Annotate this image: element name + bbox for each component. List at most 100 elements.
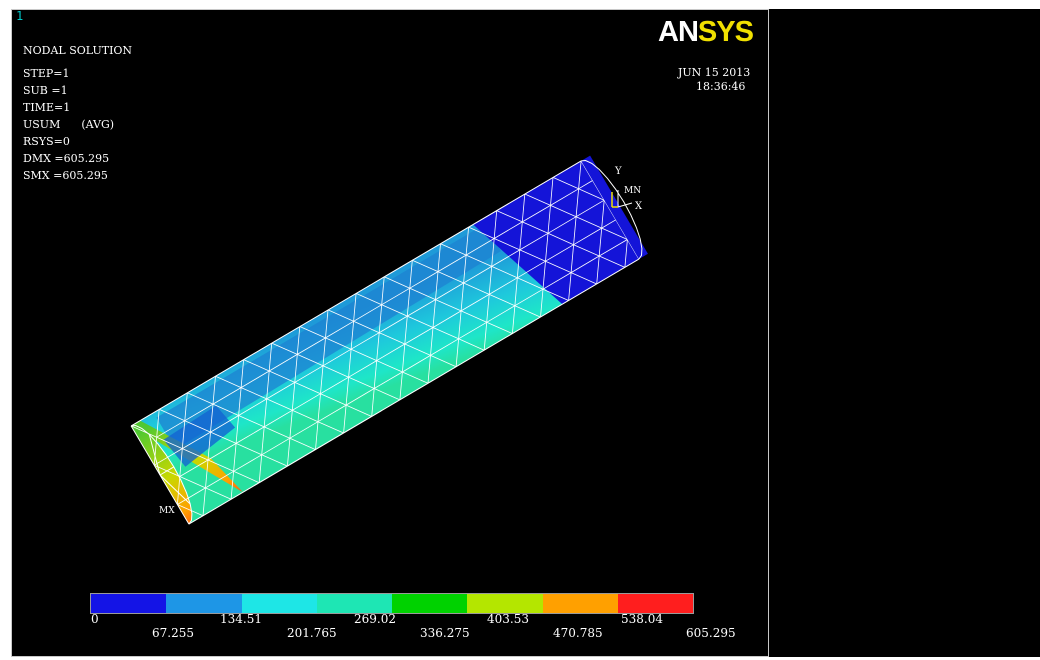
- mesh-edge: [540, 289, 544, 318]
- mesh-edge: [381, 287, 411, 306]
- mesh-edge: [350, 321, 354, 350]
- mesh-edge: [156, 409, 160, 438]
- mesh-edge: [460, 310, 487, 323]
- cylinder-body: [131, 155, 648, 525]
- mesh-edge: [205, 470, 234, 489]
- mesh-edge: [261, 454, 288, 467]
- mesh-edge: [179, 459, 209, 477]
- mesh-edge: [317, 421, 344, 434]
- mesh-edge: [517, 260, 546, 279]
- mesh-edge: [573, 244, 600, 257]
- mesh-edge: [463, 266, 492, 284]
- mesh-edge: [348, 376, 375, 389]
- mesh-edge: [353, 304, 382, 322]
- mesh-model[interactable]: Y X MN MX: [12, 10, 768, 656]
- mesh-edge: [182, 431, 211, 449]
- mesh-edge: [409, 260, 413, 289]
- legend-label-538-04: 538.04: [621, 612, 663, 626]
- mesh-edge: [292, 409, 319, 423]
- legend-label-269-02: 269.02: [354, 612, 396, 626]
- mesh-edge: [488, 277, 518, 295]
- edge-top: [130, 160, 582, 427]
- mesh-edge: [235, 443, 262, 456]
- mesh-edge: [542, 261, 546, 290]
- legend-band-4: [316, 594, 392, 613]
- info-smx: SMX =605.295: [23, 169, 108, 182]
- mesh-edge: [486, 294, 490, 323]
- ansys-logo: ANSYS: [658, 16, 754, 48]
- mesh-edge: [522, 221, 549, 234]
- mesh-edge: [460, 294, 490, 312]
- mesh-edge: [376, 332, 380, 361]
- info-step: STEP=1: [23, 67, 70, 80]
- mesh-edge: [371, 388, 375, 417]
- mesh-edge: [210, 431, 237, 444]
- mesh-edge: [317, 404, 347, 423]
- mesh-edge: [483, 322, 488, 351]
- mesh-edge: [550, 205, 577, 218]
- mesh-edge: [437, 271, 464, 284]
- legend-band-8: [617, 594, 693, 613]
- mesh-edge: [463, 282, 490, 295]
- mesh-edge: [263, 398, 268, 427]
- info-time: TIME=1: [23, 101, 71, 114]
- mesh-edge: [494, 238, 520, 251]
- mesh-edge: [292, 393, 321, 411]
- mesh-edge: [210, 415, 239, 433]
- mesh-edge: [261, 437, 291, 456]
- mesh-edge: [381, 304, 408, 317]
- mesh-edge: [156, 436, 183, 449]
- mesh-edge: [550, 188, 579, 206]
- mesh-edge: [545, 260, 572, 273]
- mesh-edge: [570, 272, 597, 285]
- mesh-edge: [458, 321, 487, 340]
- mesh-edge: [493, 221, 523, 239]
- mesh-edge: [545, 233, 549, 262]
- legend-band-7: [542, 594, 618, 613]
- info-usum: USUM (AVG): [23, 118, 115, 131]
- time-label: 18:36:46: [696, 80, 746, 93]
- mesh-edge: [599, 255, 626, 268]
- contour-legend-bar: [90, 593, 694, 614]
- mesh-edge: [373, 371, 403, 389]
- mesh-edge: [343, 405, 347, 434]
- mesh-edge: [240, 359, 244, 388]
- mesh-edge: [210, 404, 214, 433]
- mesh-edge: [568, 272, 572, 301]
- mesh-edge: [325, 320, 354, 339]
- logo-an: AN: [658, 16, 699, 48]
- mesh-edge: [177, 504, 204, 517]
- mesh-edge: [570, 244, 574, 273]
- mesh-edge: [289, 421, 319, 439]
- info-sub: SUB =1: [23, 84, 68, 97]
- mesh-edge: [455, 338, 459, 367]
- mesh-edge: [345, 388, 375, 406]
- mesh-edge: [486, 305, 516, 323]
- mesh-edge: [522, 205, 551, 223]
- mesh-edge: [545, 244, 574, 262]
- mesh-edge: [547, 216, 577, 234]
- mesh-edge: [297, 354, 324, 367]
- mesh-edge: [432, 327, 459, 340]
- mesh-edge: [322, 337, 326, 366]
- mesh-edge: [381, 276, 385, 305]
- mesh-edge: [153, 448, 183, 466]
- mesh-edge: [489, 294, 516, 307]
- mesh-edge: [345, 404, 372, 417]
- mesh-edge: [294, 365, 324, 383]
- mesh-edge: [238, 387, 242, 416]
- mesh-edge: [243, 359, 270, 372]
- mesh-edge: [437, 243, 441, 272]
- mesh-edge: [355, 293, 382, 306]
- mesh-edge: [348, 360, 377, 378]
- graphics-viewport[interactable]: 1 NODAL SOLUTION STEP=1 SUB =1 TIME=1 US…: [11, 9, 769, 657]
- mesh-edge: [289, 410, 293, 439]
- mesh-edge: [159, 408, 185, 422]
- mesh-edge: [159, 474, 190, 525]
- mesh-edge: [320, 393, 347, 406]
- window-number: 1: [16, 9, 24, 23]
- mesh-edge: [350, 332, 380, 350]
- mesh-edge: [181, 420, 186, 449]
- mesh-edge: [258, 454, 263, 483]
- mesh-edge: [430, 338, 459, 356]
